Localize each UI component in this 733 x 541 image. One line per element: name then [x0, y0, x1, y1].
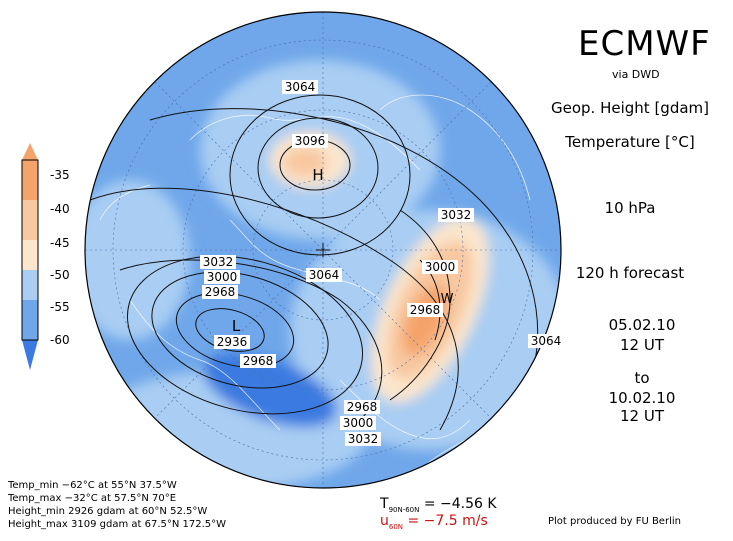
colorbar-label-40: -40 — [50, 202, 70, 216]
init-date: 05.02.10 — [608, 316, 676, 334]
contour-label: 3032 — [348, 432, 379, 446]
brand-title: ECMWF — [578, 24, 711, 64]
graticule — [85, 12, 561, 488]
contour-label: 3000 — [207, 270, 238, 284]
warm-marker: W — [441, 292, 454, 307]
contour-label: 3064 — [309, 268, 340, 282]
contour-label: 3064 — [531, 334, 562, 348]
colorbar-bin-40 — [22, 200, 38, 240]
colorbar-label-45: -45 — [50, 236, 70, 250]
pole-marker — [316, 243, 330, 257]
colorbar-bin-35 — [22, 160, 38, 200]
high-pressure-marker: H — [312, 166, 323, 184]
field-geop-height: Geop. Height [gdam] — [551, 99, 709, 117]
init-time: 12 UT — [620, 336, 664, 354]
contour-label: 2968 — [205, 285, 236, 299]
contour-label-group: 3064 3096 3032 3000 2968 3064 3032 3000 … — [200, 80, 564, 446]
colorbar-label-60: -60 — [50, 333, 70, 347]
contour-label: 2968 — [347, 400, 378, 414]
contour-label: 2936 — [217, 335, 248, 349]
temperature-diagnostic: T90N-60N = −4.56 K — [380, 496, 497, 514]
colorbar-label-50: -50 — [50, 268, 70, 282]
contour-label: 2968 — [410, 303, 441, 317]
contour-label: 3064 — [285, 80, 316, 94]
colorbar-bin-45 — [22, 240, 38, 270]
forecast-range: 120 h forecast — [575, 264, 685, 282]
colorbar-bottom-arrow — [22, 340, 38, 370]
to-label: to — [634, 369, 650, 387]
contour-label: 3032 — [203, 255, 234, 269]
source-label: via DWD — [612, 68, 660, 81]
contour-label: 3032 — [441, 208, 472, 222]
valid-date: 10.02.10 — [608, 389, 676, 407]
pressure-level: 10 hPa — [604, 199, 656, 217]
colorbar — [21, 143, 39, 370]
contour-label: 3096 — [295, 134, 326, 148]
colorbar-label-55: -55 — [50, 300, 70, 314]
colorbar-label-35: -35 — [50, 168, 70, 182]
contour-label: 3000 — [343, 416, 374, 430]
field-temperature: Temperature [°C] — [565, 133, 695, 151]
valid-time: 12 UT — [620, 407, 664, 425]
credit-label: Plot produced by FU Berlin — [548, 516, 681, 527]
wind-diagnostic: u60N = −7.5 m/s — [380, 513, 488, 531]
contour-label: 2968 — [243, 354, 274, 368]
height-min: Height_min 2926 gdam at 60°N 52.5°W — [8, 506, 208, 517]
colorbar-bin-50 — [22, 270, 38, 300]
contour-label: 3000 — [425, 260, 456, 274]
colorbar-top-arrow — [22, 143, 38, 160]
map-border — [84, 11, 562, 489]
colorbar-frame — [21, 159, 39, 341]
colorbar-bin-55 — [22, 300, 38, 340]
low-pressure-marker: L — [232, 317, 241, 335]
temp-min: Temp_min −62°C at 55°N 37.5°W — [8, 480, 177, 491]
temp-max: Temp_max −32°C at 57.5°N 70°E — [8, 493, 177, 504]
height-contours — [89, 94, 539, 431]
height-max: Height_max 3109 gdam at 67.5°N 172.5°W — [8, 519, 227, 530]
